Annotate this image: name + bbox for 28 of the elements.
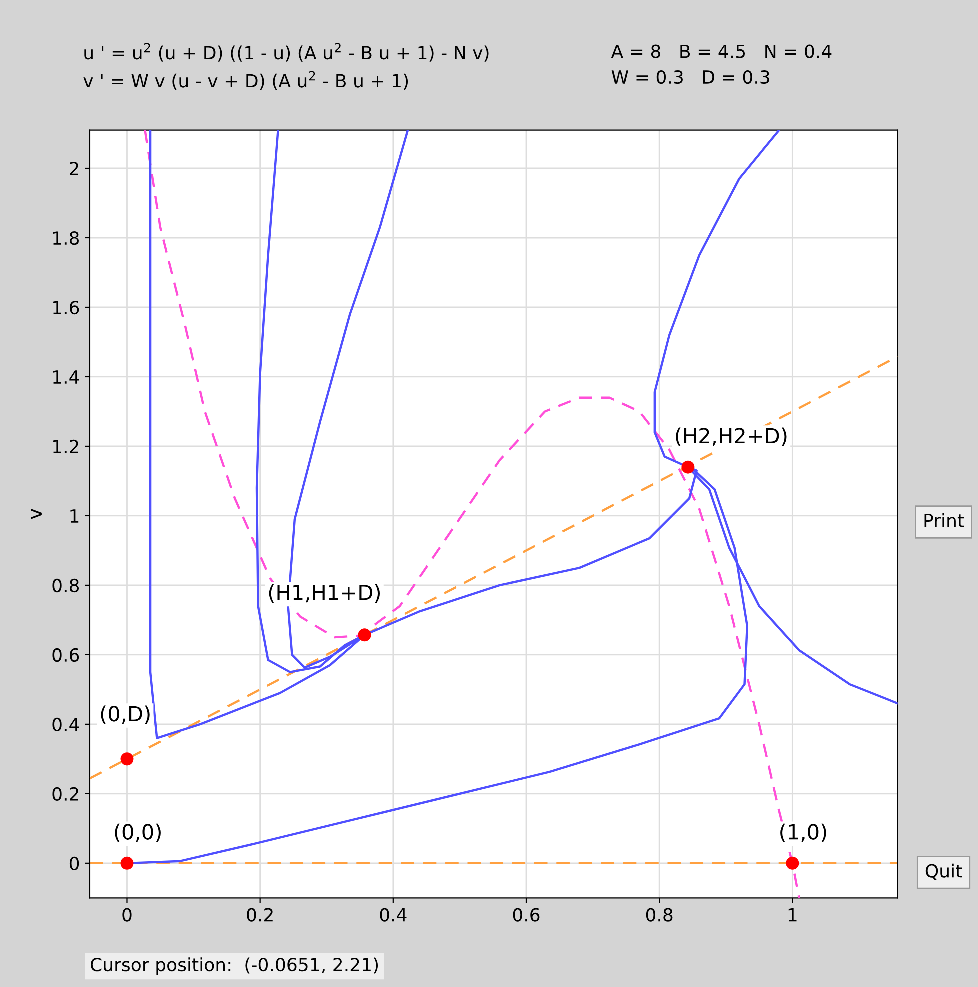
text: Quit	[926, 864, 962, 880]
x-tick-label: 0	[122, 908, 132, 922]
y-tick-label: 1.2	[54, 440, 78, 454]
x-tick-label: 0.6	[513, 908, 540, 922]
text: Cursor position: (-0.0651, 2.21)	[90, 958, 378, 976]
chart-title: u ' = u$^{2}$ (u + D) ((1 - u) (A u$^{2}$ - B u + 1) - N v) v ' = W v (u - v + D) (A u$^{2}$ - B u + 1)	[84, 43, 489, 90]
x-tick-label: 0.2	[247, 908, 273, 922]
annotation: (1,0)	[780, 824, 826, 842]
text: A = 8 B = 4.5 N = 0.4 W = 0.3 D = 0.3	[611, 44, 832, 84]
text: Print	[924, 514, 964, 528]
y-tick-label: 0	[70, 856, 80, 871]
y-tick-label: 0.4	[52, 718, 80, 732]
annotation: (H1,H1+D)	[269, 584, 380, 603]
annotation: (0,D)	[101, 706, 150, 724]
y-tick-label: 0.8	[52, 578, 80, 593]
y-tick-label: 0.6	[52, 648, 80, 662]
y-tick-label: 1.4	[54, 370, 80, 384]
y-tick-label: 1.8	[54, 231, 80, 246]
y-tick-label: 2	[70, 162, 78, 176]
x-tick-label: 1	[788, 908, 797, 922]
y-tick-label: 0.2	[52, 787, 78, 802]
x-tick-label: 0.8	[646, 908, 673, 922]
y-axis-title: v	[31, 509, 42, 520]
x-tick-label: 0.4	[380, 908, 407, 922]
annotation: (0,0)	[115, 824, 161, 842]
y-tick-label: 1	[70, 510, 79, 523]
annotation: (H2,H2+D)	[676, 428, 787, 446]
y-tick-label: 1.6	[54, 300, 80, 315]
